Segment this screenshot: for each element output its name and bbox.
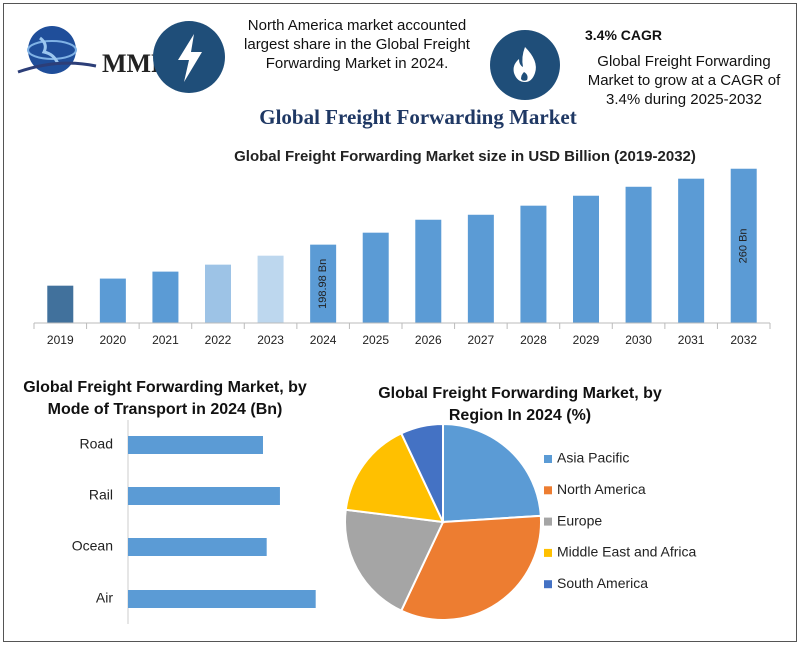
lightning-icon <box>153 21 225 93</box>
legend-label: Europe <box>557 512 602 528</box>
x-tick-label: 2020 <box>100 333 127 347</box>
legend-label: North America <box>557 481 646 497</box>
x-tick-label: 2025 <box>362 333 389 347</box>
x-tick-label: 2023 <box>257 333 284 347</box>
x-tick-label: 2019 <box>47 333 74 347</box>
x-tick-label: 2026 <box>415 333 442 347</box>
note-left: North America market accounted largest s… <box>244 17 470 72</box>
bar <box>128 590 316 608</box>
note-right: Global Freight Forwarding Market to grow… <box>587 53 781 108</box>
bar <box>415 219 442 323</box>
pie-slice <box>344 431 445 524</box>
chart-title: Global Freight Forwarding Market, by Reg… <box>378 385 662 424</box>
x-tick-label: 2029 <box>573 333 600 347</box>
bar <box>128 436 263 454</box>
bar <box>257 255 284 323</box>
main-title: Global Freight Forwarding Market <box>259 105 577 129</box>
flame-icon <box>490 30 560 100</box>
legend-swatch <box>544 486 552 495</box>
chart-title: Global Freight Forwarding Market size in… <box>234 148 696 165</box>
x-tick-label: 2028 <box>520 333 547 347</box>
bar <box>730 168 757 323</box>
legend-label: Asia Pacific <box>557 450 629 466</box>
pie-slice <box>399 422 444 523</box>
legend-label: Middle East and Africa <box>557 544 697 560</box>
bar <box>520 205 547 323</box>
y-tick-label: Road <box>80 436 113 452</box>
legend-swatch <box>544 517 552 526</box>
bar <box>362 232 389 323</box>
bar <box>128 487 280 505</box>
bar <box>625 186 652 323</box>
frame <box>3 3 797 642</box>
bar <box>99 278 126 323</box>
legend-swatch <box>544 455 552 463</box>
bar <box>47 285 74 323</box>
y-tick-label: Ocean <box>72 538 113 554</box>
y-tick-label: Air <box>96 590 113 606</box>
legend-swatch <box>544 548 552 557</box>
x-tick-label: 2022 <box>205 333 232 347</box>
bar <box>310 244 337 323</box>
bar <box>467 214 494 323</box>
legend-label: South America <box>557 575 648 591</box>
cagr: 3.4% CAGR <box>585 27 663 43</box>
logo <box>17 26 97 74</box>
x-tick-label: 2024 <box>310 333 337 347</box>
bar <box>573 195 599 323</box>
value-label: 260 Bn <box>738 228 750 263</box>
chart-title: Global Freight Forwarding Market, by Mod… <box>23 379 307 418</box>
x-tick-label: 2021 <box>152 333 179 347</box>
legend-swatch <box>544 580 552 589</box>
y-tick-label: Rail <box>89 487 113 503</box>
pie-slice <box>344 508 445 613</box>
x-tick-label: 2027 <box>468 333 495 347</box>
pie-slice <box>399 514 542 621</box>
x-tick-label: 2032 <box>730 333 757 347</box>
x-tick-label: 2031 <box>678 333 705 347</box>
bar <box>678 178 705 323</box>
pie-slice <box>442 422 542 524</box>
bar <box>205 264 231 323</box>
bar <box>128 538 267 556</box>
x-tick-label: 2030 <box>625 333 652 347</box>
value-label: 198.98 Bn <box>317 259 329 309</box>
bar <box>152 271 179 323</box>
